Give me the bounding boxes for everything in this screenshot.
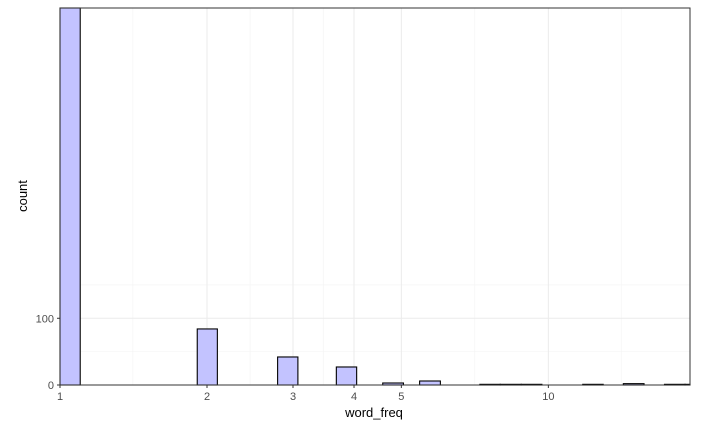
panel-border bbox=[59, 7, 691, 386]
bars bbox=[59, 7, 691, 386]
x-tick-label: 1 bbox=[57, 391, 63, 403]
histogram-bar bbox=[335, 366, 358, 386]
grid-lines bbox=[59, 8, 690, 386]
x-tick-label: 2 bbox=[204, 391, 210, 403]
y-axis-title: count bbox=[15, 180, 30, 212]
histogram-bar bbox=[277, 356, 299, 386]
x-tick-label: 4 bbox=[351, 391, 357, 403]
y-tick-label: 100 bbox=[36, 313, 54, 325]
histogram-bar bbox=[59, 7, 81, 386]
y-tick-label: 0 bbox=[48, 380, 54, 392]
histogram-bar bbox=[196, 328, 218, 386]
panel-frame bbox=[59, 7, 691, 386]
histogram-bar bbox=[419, 380, 441, 386]
x-axis-title: word_freq bbox=[344, 405, 403, 420]
x-tick-label: 5 bbox=[398, 391, 404, 403]
x-tick-label: 10 bbox=[542, 391, 554, 403]
x-tick-label: 3 bbox=[290, 391, 296, 403]
